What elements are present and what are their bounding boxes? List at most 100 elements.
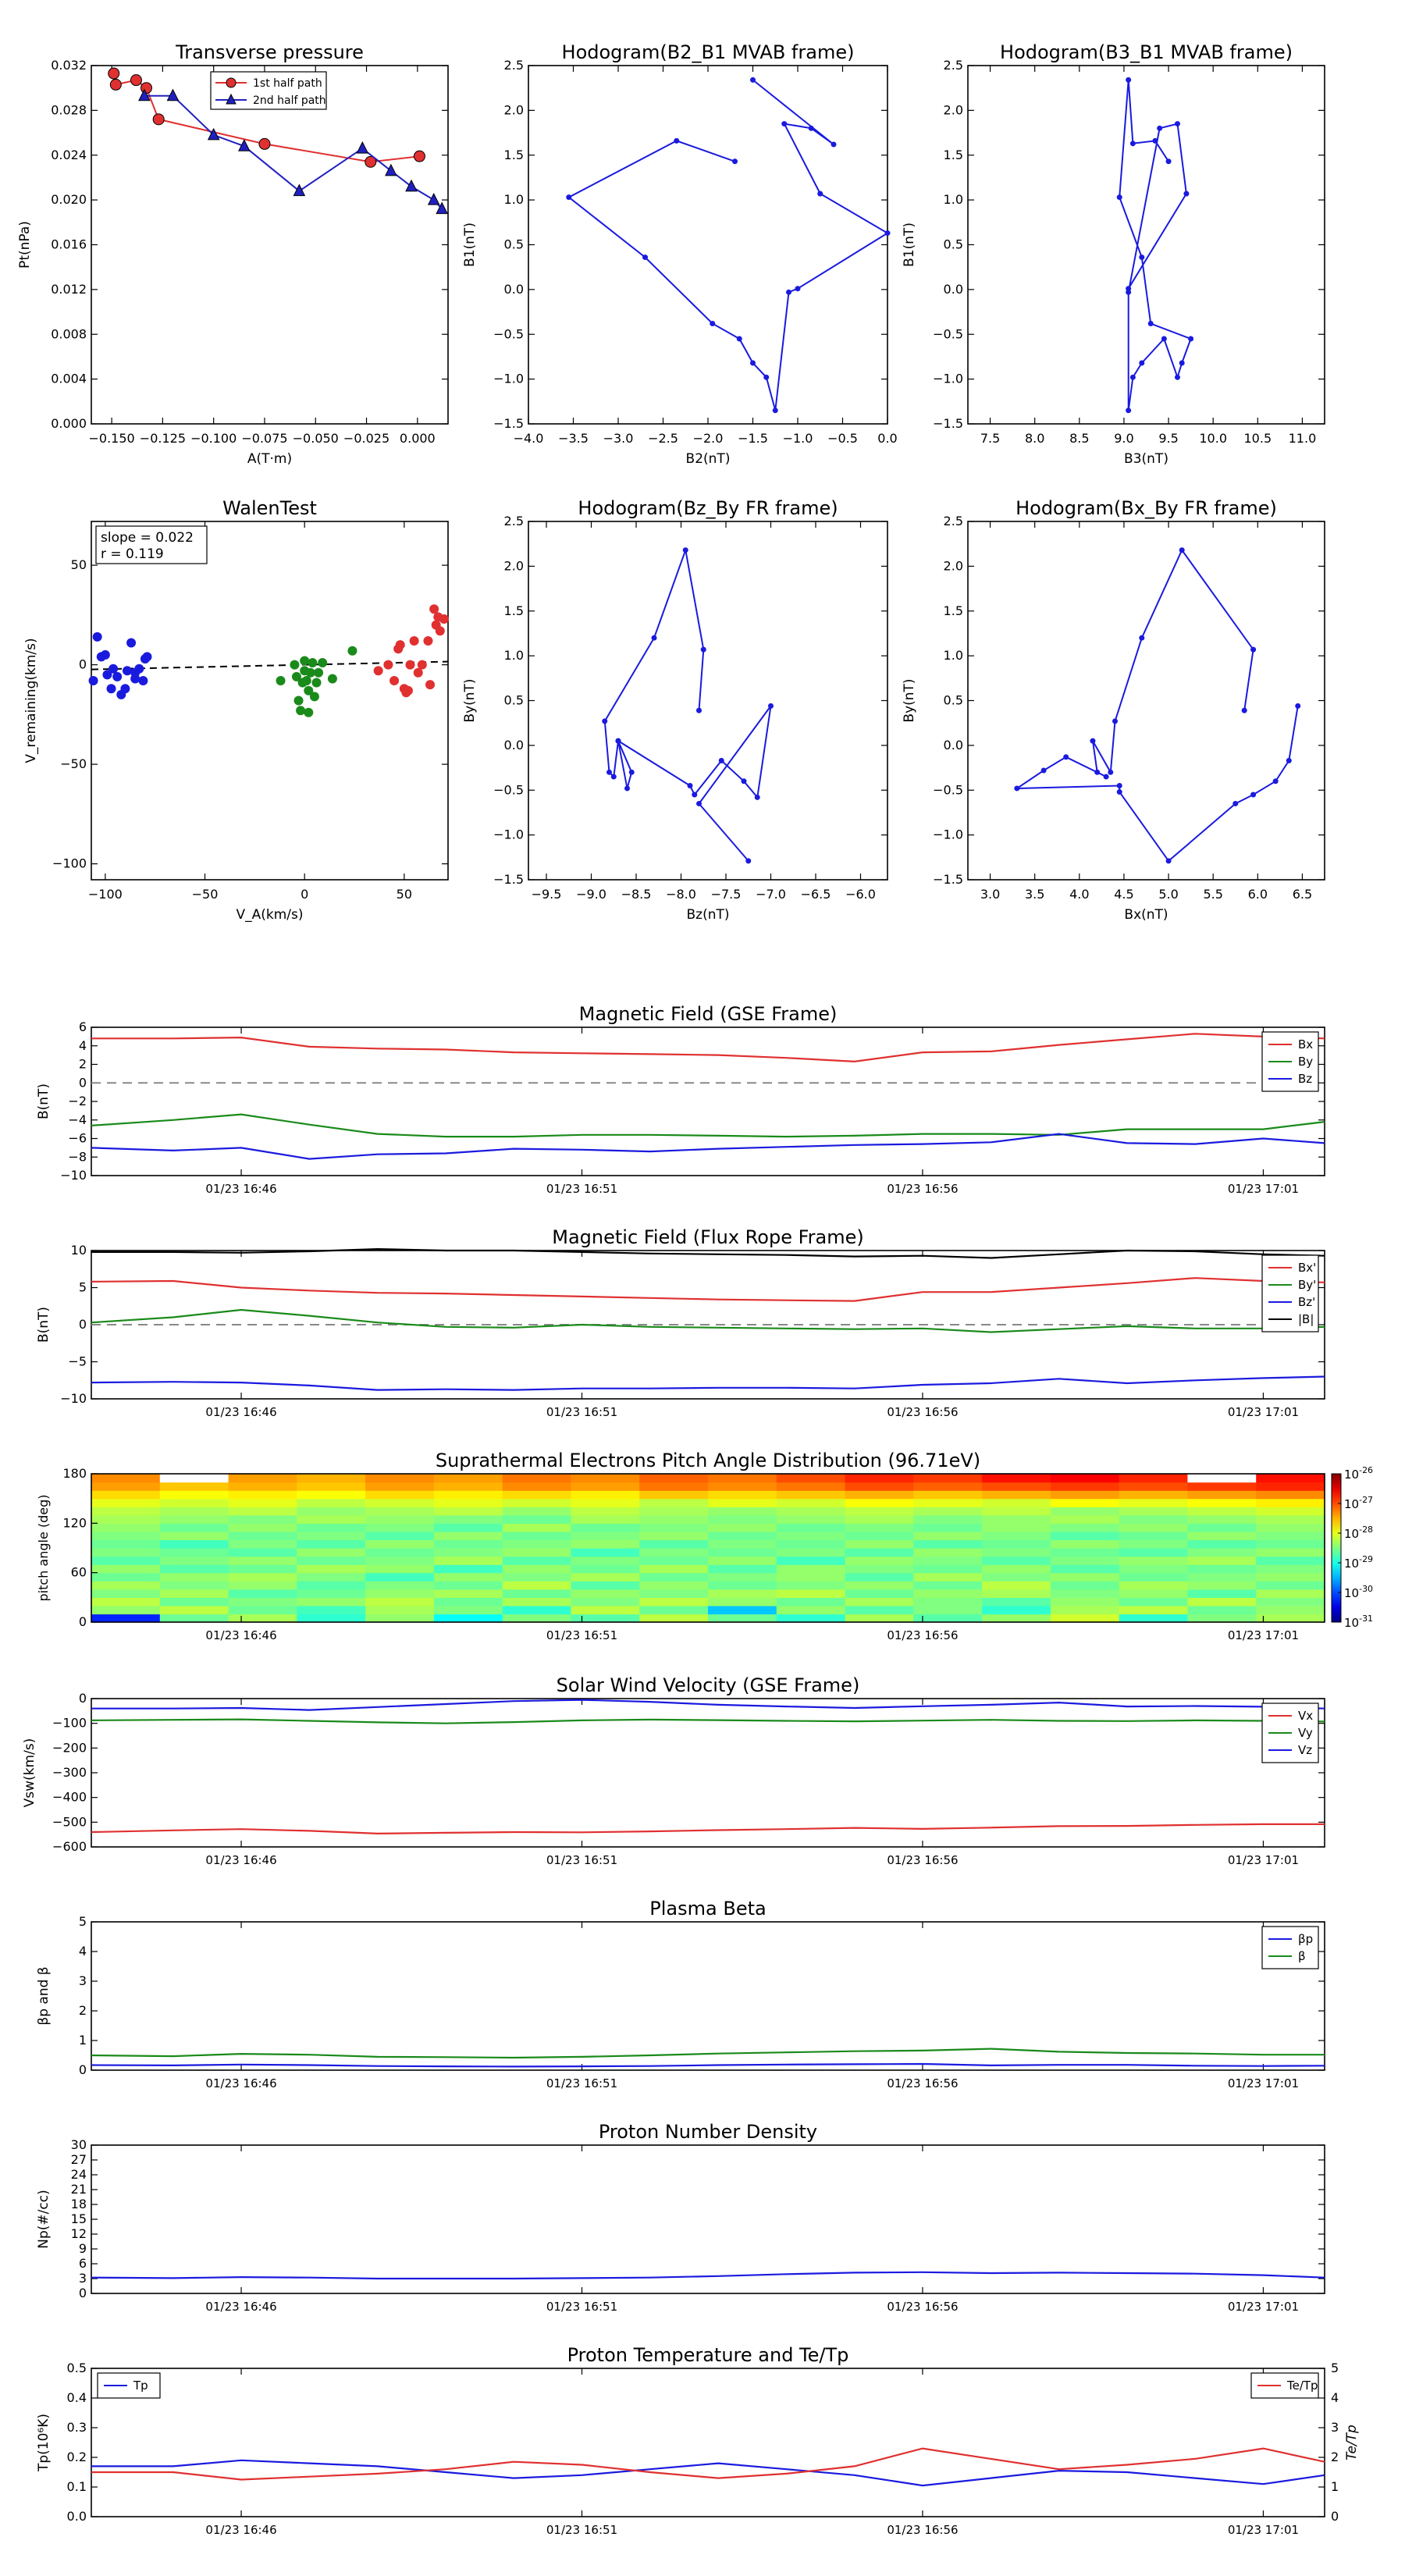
heatmap-cell xyxy=(502,1597,572,1606)
data-point xyxy=(405,179,418,192)
heatmap-cell xyxy=(639,1564,709,1574)
heatmap-cell xyxy=(433,1597,503,1606)
heatmap-cell xyxy=(1119,1490,1189,1500)
heatmap-cell xyxy=(159,1531,229,1541)
data-point xyxy=(238,139,251,151)
heatmap-cell xyxy=(982,1539,1051,1549)
series-line-By xyxy=(91,1113,1325,1138)
x-tick-label: 01/23 16:46 xyxy=(205,2300,276,2314)
hodogram-point xyxy=(610,774,617,780)
hodogram-point xyxy=(1139,635,1145,641)
x-tick-label: 01/23 16:56 xyxy=(887,1182,958,1196)
x-tick-label: 01/23 17:01 xyxy=(1228,1628,1299,1642)
hodogram-point xyxy=(741,778,747,785)
heatmap-cell xyxy=(502,1572,572,1582)
heatmap-cell xyxy=(982,1514,1051,1524)
y-tick-label: 0 xyxy=(79,2062,87,2077)
heatmap-cell xyxy=(1119,1597,1189,1606)
heatmap-cell xyxy=(708,1548,777,1557)
heatmap-cell xyxy=(433,1482,503,1491)
heatmap-cell xyxy=(1256,1498,1325,1507)
colorbar-tick-label: 10-30 xyxy=(1344,1584,1373,1600)
y-tick-label: −0.5 xyxy=(933,326,963,341)
hodogram-point xyxy=(817,190,823,197)
heatmap-cell xyxy=(365,1498,435,1507)
chart-title: Proton Temperature and Te/Tp xyxy=(567,2344,849,2366)
proton-temperature-chart: 01/23 16:46 01/23 16:51 01/23 16:56 01/23 1… xyxy=(36,2344,1360,2537)
plot-frame xyxy=(967,65,1325,425)
heatmap-cell xyxy=(433,1498,503,1507)
y-axis-label: Pt(nPa) xyxy=(17,221,33,269)
chart-title: Solar Wind Velocity (GSE Frame) xyxy=(557,1674,860,1696)
y-tick-label: 0.004 xyxy=(51,372,87,386)
data-point xyxy=(130,74,142,87)
heatmap-cell xyxy=(91,1589,161,1598)
x-tick-label: 01/23 16:51 xyxy=(546,1628,617,1642)
y-tick-label-right: 1 xyxy=(1331,2479,1339,2494)
heatmap-cell xyxy=(228,1597,297,1606)
legend-label: 2nd half path xyxy=(253,94,326,107)
heatmap-cell xyxy=(91,1548,161,1557)
beta-chart: 01/23 16:46 01/23 16:51 01/23 16:56 01/23 1… xyxy=(36,1898,1325,2090)
heatmap-cell xyxy=(571,1589,640,1598)
y-tick-label: 0.028 xyxy=(51,102,87,117)
hodogram-point xyxy=(1174,374,1180,380)
heatmap-cell xyxy=(91,1490,161,1500)
legend-label: By' xyxy=(1298,1278,1316,1292)
legend-label: |B| xyxy=(1298,1312,1314,1326)
y-tick-label: 0.5 xyxy=(944,693,963,708)
heatmap-cell xyxy=(159,1490,229,1500)
y-tick-label: −0.5 xyxy=(493,326,524,341)
heatmap-cell xyxy=(1050,1498,1120,1507)
heatmap-cell xyxy=(1050,1572,1120,1582)
y-tick-label: 5 xyxy=(79,1914,87,1929)
colorbar-tick-label: 10-31 xyxy=(1344,1614,1373,1630)
scatter-point xyxy=(108,664,119,674)
heatmap-cell xyxy=(776,1556,846,1565)
hodogram-point xyxy=(651,635,657,641)
y-tick-label: 12 xyxy=(71,2226,87,2241)
x-tick-label: 01/23 17:01 xyxy=(1228,1405,1299,1419)
hodogram-point xyxy=(1116,783,1122,789)
heatmap-cell xyxy=(159,1581,229,1590)
hodogram-point xyxy=(642,254,648,261)
y-tick-label: 3 xyxy=(79,2271,87,2286)
heatmap-cell xyxy=(365,1531,435,1541)
heatmap-cell xyxy=(982,1531,1051,1541)
hodogram-point xyxy=(1188,336,1194,342)
heatmap-cell xyxy=(571,1490,640,1500)
heatmap-cell xyxy=(159,1564,229,1574)
series-line-Vy xyxy=(91,1718,1325,1724)
scatter-point xyxy=(327,674,337,684)
hodogram-line xyxy=(603,546,772,862)
data-point xyxy=(258,137,271,150)
heatmap-cell xyxy=(845,1581,914,1590)
heatmap-cell xyxy=(365,1605,435,1615)
heatmap-cell xyxy=(913,1490,983,1500)
heatmap-cell xyxy=(297,1482,366,1491)
y-axis-label: By(nT) xyxy=(902,678,917,722)
heatmap-cell xyxy=(502,1581,572,1590)
x-tick-label: −1.5 xyxy=(738,431,768,446)
x-tick-label: 01/23 16:51 xyxy=(546,1405,617,1419)
y-tick-label: 0.012 xyxy=(51,282,87,297)
heatmap-cell xyxy=(776,1531,846,1541)
heatmap-cell xyxy=(845,1614,914,1623)
y-tick-label: 0.3 xyxy=(67,2420,87,2435)
hodogram-point xyxy=(763,374,770,380)
heatmap-cell xyxy=(297,1539,366,1549)
heatmap-cell xyxy=(1187,1597,1257,1606)
y-tick-label: 2 xyxy=(79,1057,87,1072)
heatmap-cell xyxy=(571,1507,640,1516)
series-line-|B| xyxy=(91,1247,1325,1259)
y-tick-label: 0 xyxy=(79,657,87,672)
scatter-point xyxy=(291,671,301,681)
heatmap-cell xyxy=(365,1523,435,1532)
heatmap-cell xyxy=(1119,1605,1189,1615)
heatmap-cell xyxy=(297,1548,366,1557)
heatmap-cell xyxy=(913,1531,983,1541)
scatter-point xyxy=(308,658,318,668)
x-tick-label: −0.050 xyxy=(293,431,339,446)
heatmap-cell xyxy=(1050,1564,1120,1574)
x-tick-label: 01/23 16:51 xyxy=(546,1182,617,1196)
